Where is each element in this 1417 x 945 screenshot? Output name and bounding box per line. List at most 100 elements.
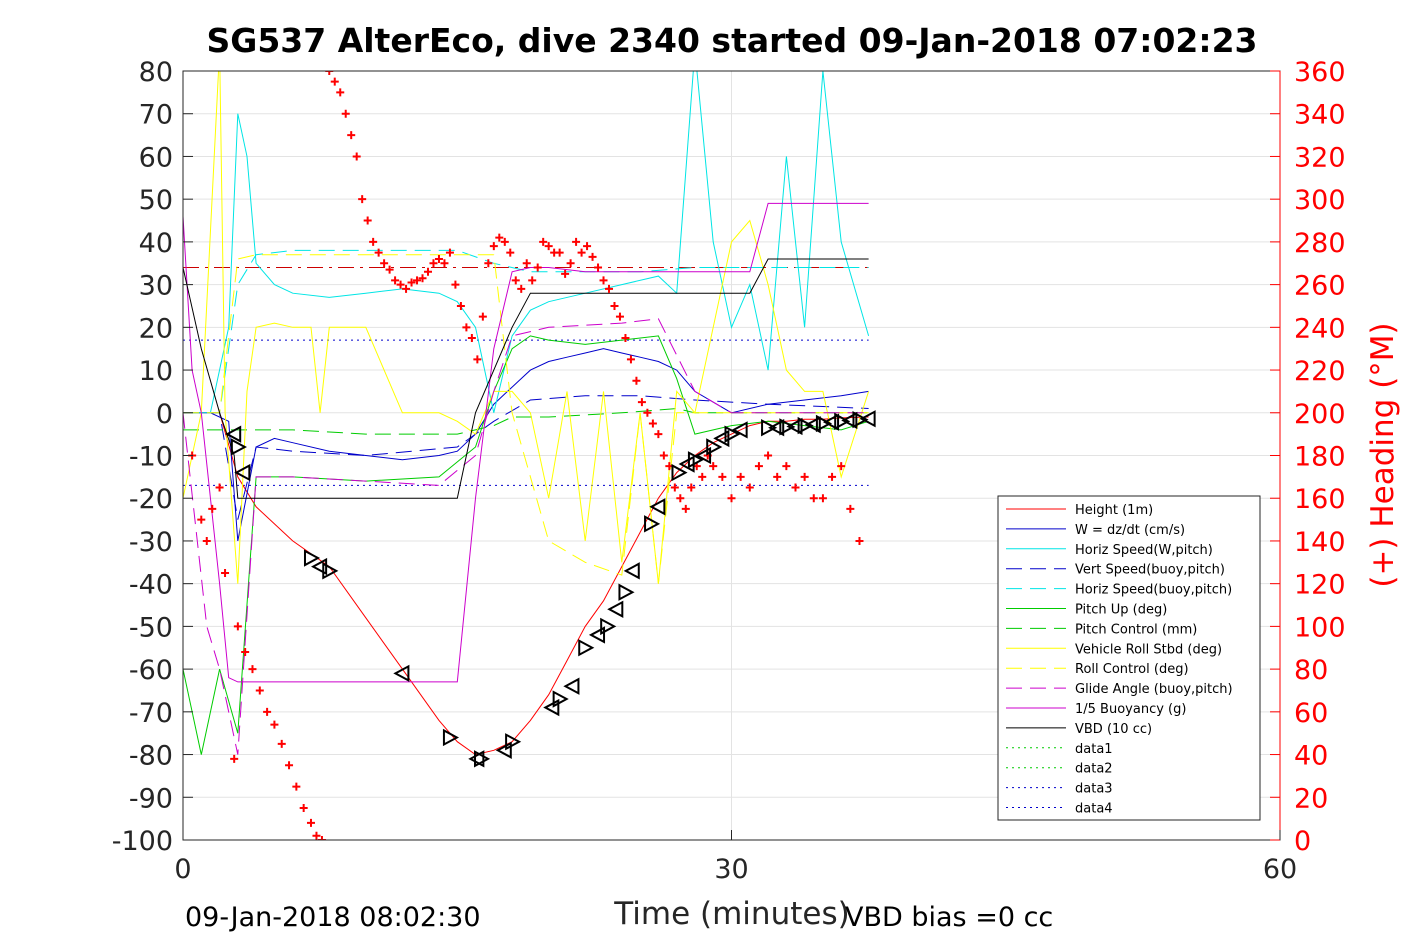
left-tick-label: -20 [129,484,173,515]
legend-label-6: Pitch Control (mm) [1075,622,1197,637]
legend-label-15: data4 [1075,802,1113,817]
position-marker [495,741,512,759]
heading-point [791,483,800,492]
heading-point [358,195,367,204]
right-tick-label: 340 [1294,100,1346,131]
legend-label-11: VBD (10 cc) [1075,722,1152,737]
position-marker [442,728,460,747]
position-marker [474,750,491,768]
heading-point [632,376,641,385]
heading-markers [188,71,864,840]
heading-point [698,472,707,481]
position-marker [834,412,851,430]
heading-point [341,109,350,118]
heading-point [709,462,718,471]
heading-point [495,233,504,242]
heading-point [462,323,471,332]
heading-point [347,131,356,140]
heading-point [418,274,427,283]
position-marker [644,515,661,533]
heading-point [506,248,515,257]
heading-point [599,276,608,285]
left-tick-label: -40 [129,570,173,601]
left-tick-label: -10 [129,442,173,473]
footer-vbd-bias: VBD bias =0 cc [845,902,1053,933]
heading-point [500,237,509,246]
heading-point [626,355,635,364]
position-marker [588,626,606,644]
heading-point [456,301,465,310]
legend-box [997,495,1261,821]
left-tick-label: 50 [139,185,173,216]
right-tick-label: 160 [1294,484,1346,515]
legend-label-4: Horiz Speed(buoy,pitch) [1075,583,1232,598]
heading-point [517,284,526,293]
heading-point [473,355,482,364]
position-marker [815,414,833,433]
position-marker [768,419,785,437]
heading-point [330,77,339,86]
position-marker [804,416,821,434]
heading-point [467,334,476,343]
heading-point [374,248,383,257]
left-tick-label: -60 [129,655,173,686]
heading-point [544,242,553,251]
heading-point [489,242,498,251]
heading-point [610,301,619,310]
left-tick-label: 60 [139,142,173,173]
heading-point [402,284,411,293]
heading-point [594,263,603,272]
heading-point [676,494,685,503]
heading-point [670,483,679,492]
right-tick-label: 60 [1294,698,1328,729]
position-markers [225,410,876,768]
position-marker [234,463,251,482]
heading-point [654,430,663,439]
series-line-8 [183,254,869,584]
x-tick-label: 60 [1263,854,1297,885]
heading-point [233,622,242,631]
heading-point [317,836,326,840]
right-tick-label: 220 [1294,356,1346,387]
position-marker [713,429,730,448]
heading-point [306,818,315,827]
heading-point [648,419,657,428]
heading-point [478,312,487,321]
heading-point [241,648,250,657]
legend-label-2: Horiz Speed(W,pitch) [1075,543,1213,558]
heading-point [230,754,239,763]
position-marker [649,498,666,516]
heading-point [292,782,301,791]
heading-point [522,259,531,268]
heading-point [764,451,773,460]
legend-label-14: data3 [1075,782,1113,797]
legend-label-9: Glide Angle (buoy,pitch) [1075,682,1233,697]
heading-point [451,280,460,289]
heading-point [380,259,389,268]
heading-point [621,334,630,343]
position-marker [468,750,485,768]
heading-point [809,494,818,503]
heading-point [727,494,736,503]
position-marker [859,410,876,428]
heading-point [215,483,224,492]
heading-point [583,242,592,251]
position-marker [671,463,688,482]
position-marker [731,421,748,439]
heading-point [385,265,394,274]
heading-point [818,494,827,503]
x-axis-ticks: 0 30 60 [174,830,1297,885]
position-marker [822,413,840,431]
heading-point [277,739,286,748]
heading-point [413,276,422,285]
heading-point [312,831,321,840]
position-marker [563,677,580,695]
series-line-1 [183,348,869,541]
legend-label-5: Pitch Up (deg) [1075,603,1167,618]
position-marker [303,549,321,567]
heading-point [363,216,372,225]
heading-point [681,504,690,513]
right-tick-label: 180 [1294,442,1346,473]
right-tick-label: 300 [1294,185,1346,216]
